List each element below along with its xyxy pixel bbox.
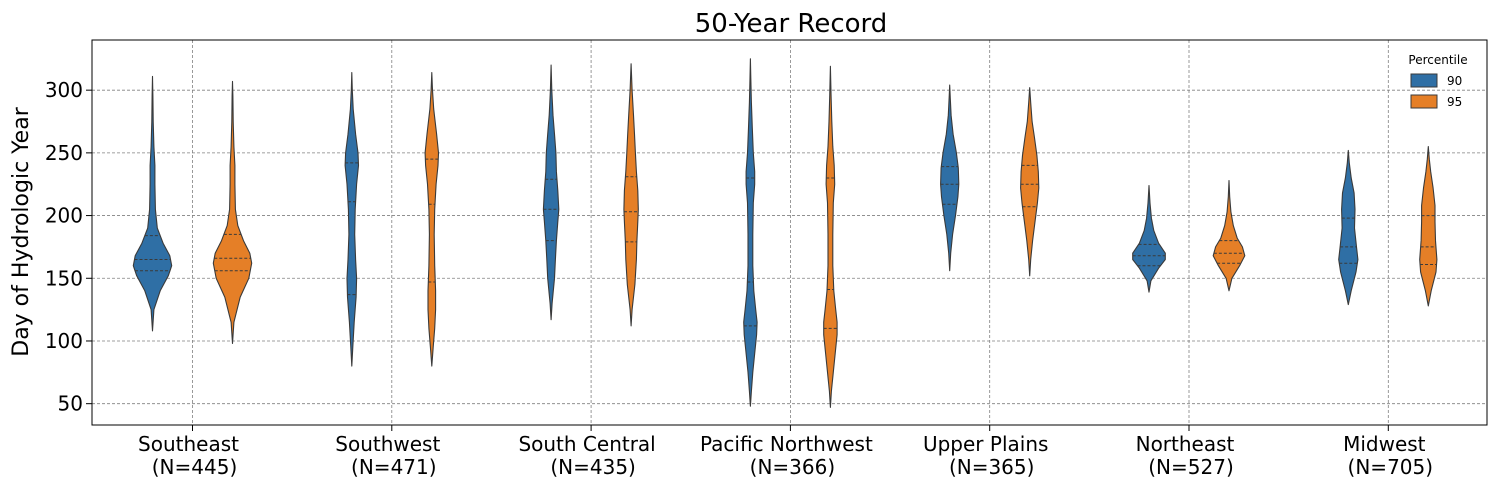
y-axis-label: Day of Hydrologic Year: [9, 106, 34, 356]
legend-swatch: [1410, 73, 1438, 88]
legend-label: 95: [1447, 95, 1462, 109]
violin-95-6: [1419, 146, 1438, 307]
x-tick-label: Upper Plains: [923, 432, 1048, 456]
violin-90-5: [1132, 184, 1166, 293]
x-tick-count-label: (N=445): [152, 455, 238, 479]
x-tick-label: Northeast: [1136, 432, 1235, 456]
violin-90-0: [132, 75, 173, 332]
legend-title: Percentile: [1408, 53, 1467, 67]
y-tick-label: 150: [45, 266, 83, 290]
y-tick-label: 300: [45, 78, 83, 102]
y-tick-label: 50: [58, 392, 83, 416]
x-tick-label: South Central: [518, 432, 655, 456]
x-tick-label: Southeast: [138, 432, 239, 456]
violin-95-4: [1020, 87, 1040, 277]
violin-95-1: [424, 72, 440, 367]
x-tick-label: Pacific Northwest: [700, 432, 873, 456]
violin-90-4: [940, 84, 960, 272]
violin-90-1: [344, 72, 360, 367]
violin-90-3: [743, 58, 758, 407]
legend-swatch: [1410, 94, 1438, 109]
gridlines: [92, 40, 1487, 425]
y-tick-label: 200: [45, 204, 83, 228]
x-tick-label: Southwest: [335, 432, 440, 456]
x-tick-count-label: (N=527): [1148, 455, 1234, 479]
x-tick-count-label: (N=705): [1348, 455, 1434, 479]
x-axis: Southeast(N=445) Southwest(N=471) South Ce…: [138, 425, 1433, 479]
x-tick-count-label: (N=435): [550, 455, 636, 479]
violin-95-0: [212, 80, 253, 345]
violin-90-2: [542, 64, 560, 321]
violin-90-6: [1338, 149, 1359, 306]
x-tick-label: Midwest: [1343, 432, 1426, 456]
y-axis: 50 100 150 200 250 300: [45, 78, 92, 416]
x-tick-count-label: (N=366): [750, 455, 836, 479]
violins: [132, 58, 1438, 408]
y-tick-label: 250: [45, 141, 83, 165]
violin-95-5: [1212, 179, 1246, 292]
plot-frame: [91, 39, 1488, 426]
legend-label: 90: [1447, 74, 1462, 88]
legend: Percentile 90 95: [1408, 53, 1467, 109]
x-tick-count-label: (N=471): [351, 455, 437, 479]
violin-95-2: [623, 63, 639, 327]
y-tick-label: 100: [45, 329, 83, 353]
x-tick-count-label: (N=365): [949, 455, 1035, 479]
violin-95-3: [823, 65, 838, 408]
chart-title: 50-Year Record: [695, 9, 888, 39]
